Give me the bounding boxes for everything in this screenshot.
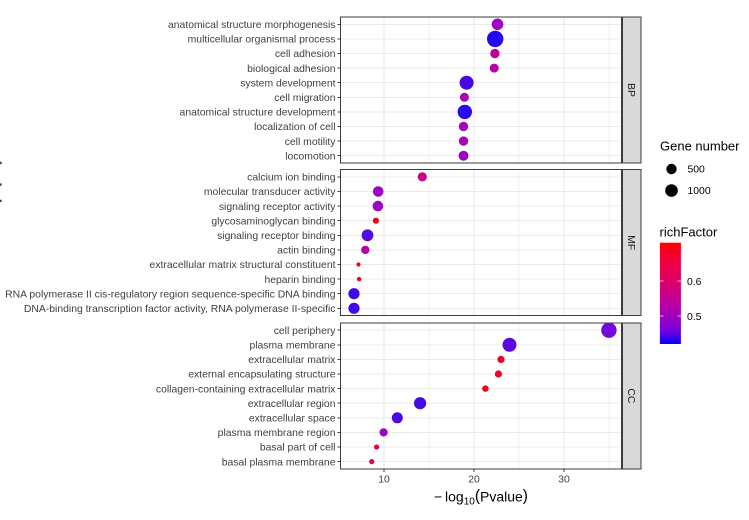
svg-text:30: 30 [558, 475, 570, 486]
svg-text:− log10(Pvalue): − log10(Pvalue) [434, 488, 528, 508]
svg-text:molecular transducer activity: molecular transducer activity [204, 187, 336, 198]
svg-text:glycosaminoglycan binding: glycosaminoglycan binding [211, 216, 335, 227]
svg-text:collagen-containing extracellu: collagen-containing extracellular matrix [156, 384, 336, 395]
svg-text:external encapsulating structu: external encapsulating structure [188, 370, 336, 381]
svg-text:0.6: 0.6 [687, 277, 702, 288]
svg-text:cell migration: cell migration [274, 93, 335, 104]
svg-text:MF: MF [625, 235, 636, 250]
svg-text:RNA polymerase II cis-regulato: RNA polymerase II cis-regulatory region … [5, 289, 336, 300]
svg-text:plasma membrane region: plasma membrane region [218, 428, 336, 439]
svg-text:extracellular matrix structura: extracellular matrix structural constitu… [150, 260, 336, 271]
svg-text:heparin binding: heparin binding [264, 275, 335, 286]
svg-text:actin binding: actin binding [277, 246, 336, 257]
svg-text:cell periphery: cell periphery [274, 326, 337, 337]
svg-text:cell adhesion: cell adhesion [275, 49, 336, 60]
svg-text:anatomical structure morphogen: anatomical structure morphogenesis [168, 20, 336, 31]
svg-text:plasma membrane: plasma membrane [249, 341, 335, 352]
svg-text:system development: system development [240, 78, 335, 89]
svg-text:cell motility: cell motility [285, 137, 337, 148]
svg-text:DNA-binding transcription fact: DNA-binding transcription factor activit… [24, 304, 336, 315]
svg-text:anatomical structure developme: anatomical structure development [180, 108, 336, 119]
svg-text:0.5: 0.5 [687, 312, 702, 323]
svg-text:CC: CC [625, 388, 636, 404]
svg-text:richFactor: richFactor [660, 225, 718, 240]
svg-text:locomotion: locomotion [285, 151, 335, 162]
svg-text:extracellular space: extracellular space [249, 414, 336, 425]
svg-text:signaling receptor binding: signaling receptor binding [217, 231, 336, 242]
svg-text:biological adhesion: biological adhesion [247, 64, 336, 75]
svg-text:basal part of cell: basal part of cell [260, 443, 336, 454]
svg-text:500: 500 [688, 165, 706, 176]
svg-text:signaling receptor activity: signaling receptor activity [219, 202, 336, 213]
svg-text:extracellular region: extracellular region [248, 399, 336, 410]
svg-text:20: 20 [468, 475, 480, 486]
svg-text:10: 10 [378, 475, 390, 486]
svg-text:Gene number: Gene number [660, 139, 740, 154]
svg-text:1000: 1000 [688, 186, 711, 197]
svg-text:multicellular organismal proce: multicellular organismal process [188, 35, 336, 46]
svg-text:BP: BP [625, 83, 636, 97]
svg-text:basal plasma membrane: basal plasma membrane [222, 457, 336, 468]
svg-text:localization of cell: localization of cell [254, 122, 335, 133]
svg-text:calcium ion binding: calcium ion binding [247, 173, 336, 184]
svg-text:extracellular matrix: extracellular matrix [248, 355, 336, 366]
